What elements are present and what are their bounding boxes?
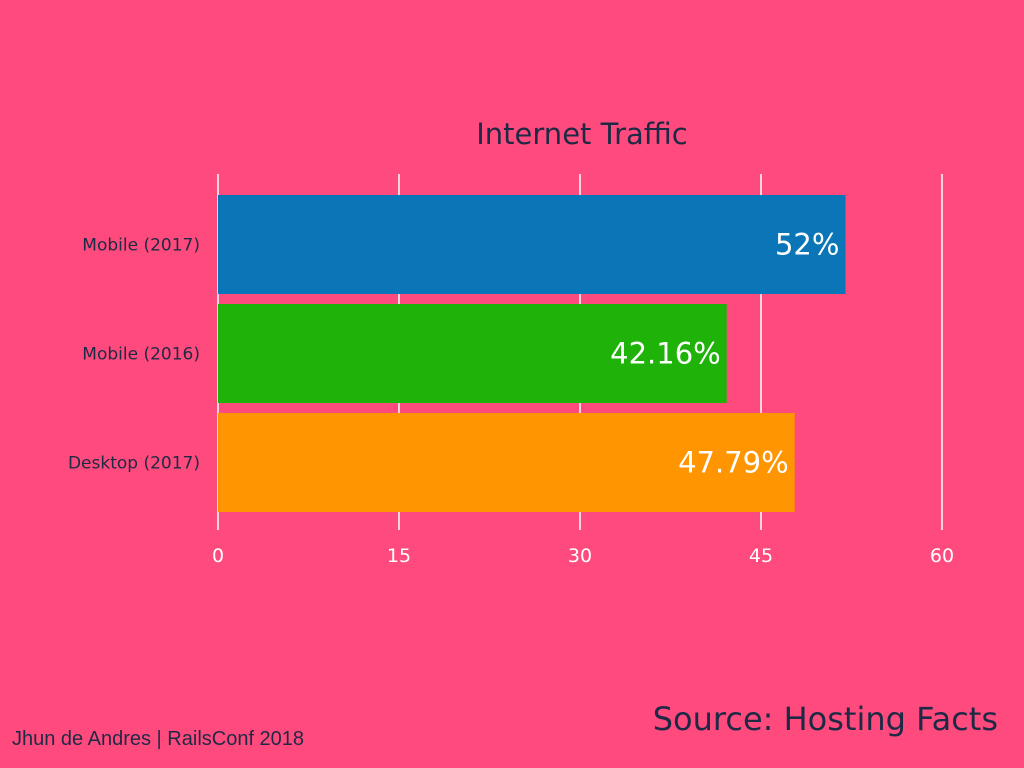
x-tick-label: 0: [212, 545, 224, 567]
bar-desktop-2017: [218, 413, 795, 512]
category-label: Desktop (2017): [68, 454, 200, 474]
x-tick-label: 45: [749, 545, 773, 567]
x-tick-label: 15: [387, 545, 411, 567]
x-axis-ticks: 0 15 30 45 60: [212, 545, 954, 567]
bar-mobile-2017: [218, 195, 846, 294]
x-tick-label: 30: [568, 545, 592, 567]
category-labels: Mobile (2017) Mobile (2016) Desktop (2017): [68, 236, 200, 474]
author-credit: Jhun de Andres | RailsConf 2018: [12, 728, 305, 750]
category-label: Mobile (2016): [82, 345, 200, 365]
data-labels: 52% 42.16% 47.79%: [610, 228, 839, 480]
category-label: Mobile (2017): [82, 236, 200, 256]
chart-title: Internet Traffic: [476, 117, 688, 151]
data-label: 52%: [775, 228, 839, 262]
source-note: Source: Hosting Facts: [652, 700, 998, 738]
x-tick-label: 60: [930, 545, 954, 567]
bars: [218, 195, 846, 512]
bar-chart: Internet Traffic Mobile (2017)Mobile (20…: [68, 117, 954, 567]
data-label: 47.79%: [678, 446, 789, 480]
bar-mobile-2016: [218, 304, 727, 403]
data-label: 42.16%: [610, 337, 721, 371]
